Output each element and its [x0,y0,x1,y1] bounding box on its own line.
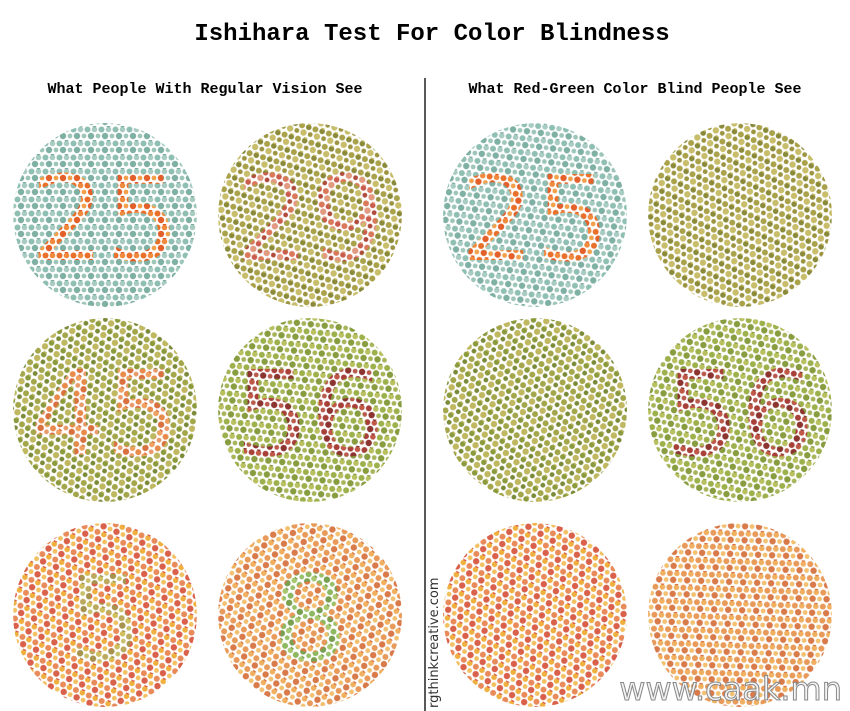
plate-digits: 25 [30,150,180,288]
plate: 56 [648,318,832,502]
plate-dots [13,318,197,502]
watermark: www.caak.mn [619,670,842,708]
plate-dots [443,123,627,307]
plate-digits: 29 [235,150,385,288]
plate-dots [13,123,197,307]
plate [648,123,832,307]
plate-dots [648,123,832,307]
plate [443,318,627,502]
plate-dots [13,523,197,707]
plate-digits: 45 [30,345,180,483]
plate: 5 [13,523,197,707]
plate: 45 [13,318,197,502]
title: Ishihara Test For Color Blindness [194,21,669,48]
plate-digits: 56 [235,345,385,483]
plate [648,523,832,707]
plate-digits: 5 [67,550,142,688]
plate: 25 [13,123,197,307]
plate: 8 [218,523,402,707]
plate [443,523,627,707]
plates: 25 29 45 56 5 8 25 56 [13,123,832,707]
plate-digits: 25 [460,150,610,288]
plate-dots [443,318,627,502]
plate: 25 [443,123,627,307]
plate-dots [218,123,402,307]
plate: 56 [218,318,402,502]
plate-dots [218,318,402,502]
plate-dots [443,523,627,707]
plate-digits: 56 [665,345,815,483]
plate-dots [648,523,832,707]
plate-dots [218,523,402,707]
column-heading: What People With Regular Vision See [47,81,362,98]
plate-digits: 8 [272,550,347,688]
plate: 29 [218,123,402,307]
column-heading: What Red-Green Color Blind People See [468,81,801,98]
plate-dots [648,318,832,502]
credit: rgthinkcreative.com [427,577,442,708]
